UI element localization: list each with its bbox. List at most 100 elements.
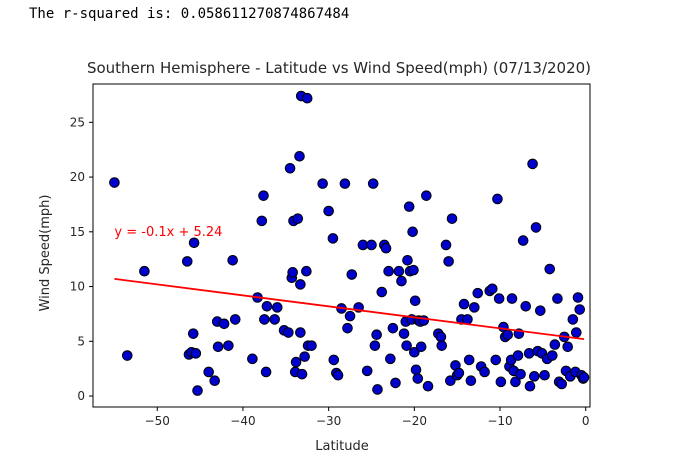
plot-frame: [92, 83, 591, 408]
y-tick-label: 20: [70, 170, 85, 184]
data-point: [472, 287, 484, 299]
y-axis-label: Wind Speed(mph): [38, 195, 53, 312]
x-axis: −50 −40 −30 −20 −10 0: [145, 407, 590, 428]
data-point: [422, 380, 434, 392]
data-point: [109, 177, 120, 188]
y-tick-label: 0: [77, 389, 85, 403]
data-point: [458, 298, 470, 310]
data-point: [463, 354, 475, 366]
data-point: [292, 213, 304, 224]
data-point: [306, 340, 317, 351]
data-point: [407, 226, 418, 238]
y-axis: 0 5 10 15 20 25: [70, 115, 93, 403]
data-point: [487, 283, 498, 295]
data-point: [317, 178, 328, 189]
data-point: [284, 163, 296, 174]
data-point: [387, 322, 399, 334]
data-point: [517, 235, 529, 246]
data-point: [435, 331, 447, 343]
data-point: [271, 302, 283, 313]
data-point: [408, 264, 419, 276]
data-point: [409, 346, 420, 358]
data-point: [181, 256, 193, 267]
data-point: [572, 292, 584, 303]
data-point: [259, 314, 270, 325]
x-tick-label: −30: [316, 414, 341, 428]
data-point: [492, 193, 503, 205]
data-point: [421, 190, 432, 201]
data-point: [385, 353, 396, 365]
data-point: [188, 237, 200, 249]
data-point: [258, 190, 269, 201]
data-point: [530, 222, 542, 233]
data-point: [453, 367, 465, 379]
data-point: [299, 351, 310, 362]
data-point: [465, 375, 477, 387]
y-tick-label: 25: [70, 115, 85, 129]
data-point: [401, 340, 412, 351]
data-point: [415, 341, 427, 353]
data-point: [556, 378, 568, 390]
data-point: [436, 340, 448, 351]
data-point: [524, 380, 536, 392]
data-point: [546, 350, 558, 361]
x-tick-label: −20: [402, 414, 427, 428]
data-point: [283, 327, 294, 338]
data-point: [570, 327, 582, 338]
data-point: [544, 263, 556, 275]
x-axis-label: Latitude: [315, 439, 369, 454]
data-point: [328, 354, 340, 366]
data-point: [256, 215, 268, 227]
data-point: [121, 350, 133, 361]
r-squared-output: The r-squared is: 0.058611270874867484: [29, 6, 350, 22]
data-point: [445, 375, 456, 387]
data-point: [372, 384, 383, 395]
data-point: [376, 286, 388, 298]
data-point: [287, 267, 298, 278]
data-point: [247, 353, 258, 365]
data-point: [344, 310, 356, 322]
data-point: [535, 305, 546, 316]
data-point: [574, 304, 586, 315]
data-point: [402, 254, 413, 266]
data-point: [369, 340, 381, 351]
data-point: [290, 356, 302, 368]
data-point: [223, 340, 234, 351]
data-point: [462, 314, 473, 325]
data-point: [410, 364, 422, 376]
data-point: [383, 265, 394, 277]
x-tick-label: −40: [230, 414, 255, 428]
data-point: [562, 341, 574, 353]
data-point: [260, 366, 272, 378]
data-point: [398, 328, 410, 339]
data-point: [371, 329, 382, 341]
chart-title: Southern Hemisphere - Latitude vs Wind S…: [87, 59, 591, 77]
data-point: [443, 256, 454, 267]
data-point: [187, 328, 199, 339]
data-point: [227, 254, 238, 266]
data-point: [495, 376, 507, 388]
data-point: [209, 375, 220, 387]
y-tick-label: 15: [70, 225, 85, 239]
data-point: [294, 150, 305, 162]
data-point: [549, 339, 561, 350]
data-point: [409, 295, 421, 307]
data-point: [218, 318, 230, 330]
data-point: [515, 368, 526, 380]
data-point: [295, 327, 306, 338]
data-point: [490, 354, 502, 366]
data-point: [229, 314, 241, 325]
data-point: [479, 366, 490, 378]
data-point: [295, 279, 306, 290]
data-point: [412, 373, 424, 384]
regression-line: [114, 278, 585, 341]
data-point: [203, 366, 214, 378]
data-point: [301, 265, 312, 277]
data-point: [396, 275, 407, 287]
data-point: [361, 365, 373, 377]
x-tick-label: 0: [582, 414, 590, 428]
data-point: [506, 293, 518, 304]
data-point: [578, 372, 590, 383]
data-point: [529, 371, 540, 382]
